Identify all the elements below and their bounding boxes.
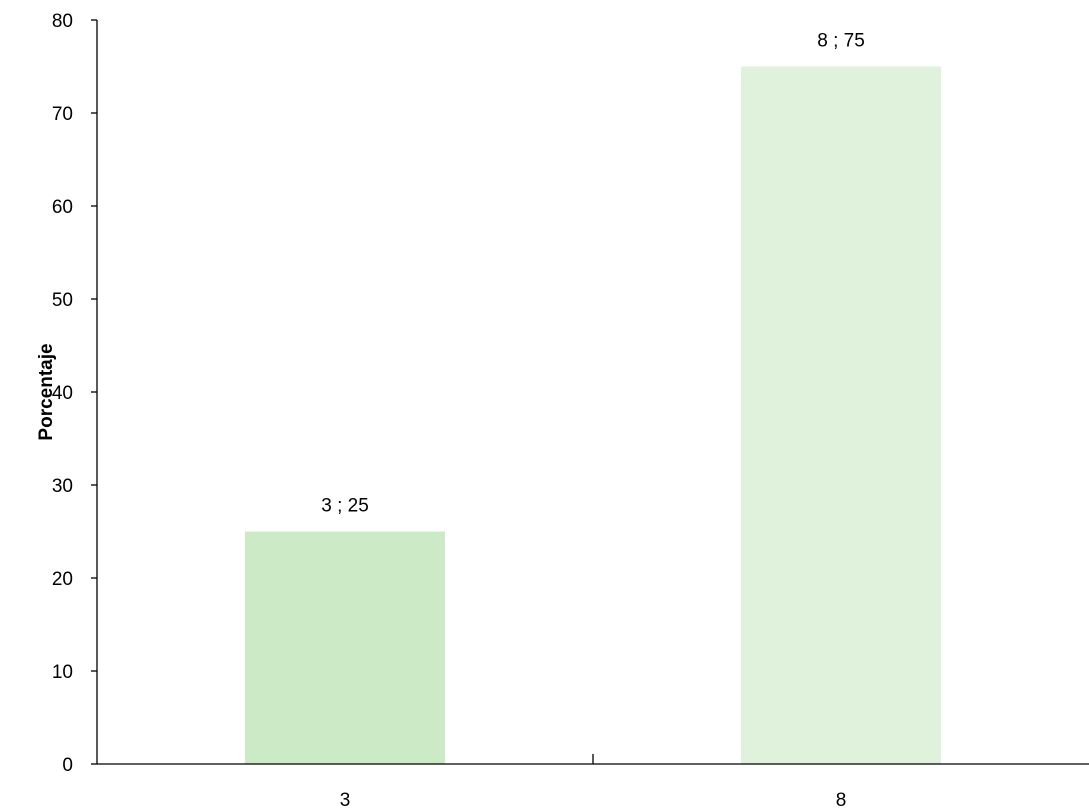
y-tick-label: 70 (52, 104, 73, 125)
y-tick-label: 50 (52, 290, 73, 311)
y-tick-label: 10 (52, 662, 73, 683)
bar-8 (741, 66, 941, 764)
y-tick-label: 40 (52, 383, 73, 404)
y-tick-label: 30 (52, 476, 73, 497)
y-tick-label: 60 (52, 197, 73, 218)
x-tick-label: 8 (836, 790, 847, 810)
data-label-8: 8 ; 75 (817, 31, 865, 52)
y-tick-label: 80 (52, 11, 73, 32)
y-axis-ticks: 0 10 20 30 40 50 60 70 80 (52, 11, 97, 776)
bars (245, 66, 941, 764)
y-axis-title: Porcentaje (36, 343, 57, 440)
y-tick-label: 0 (62, 755, 73, 776)
data-labels: 3 ; 25 8 ; 75 (321, 31, 865, 517)
x-tick-label: 3 (340, 790, 351, 810)
y-tick-label: 20 (52, 569, 73, 590)
data-label-3: 3 ; 25 (321, 496, 369, 517)
bar-3 (245, 531, 445, 764)
